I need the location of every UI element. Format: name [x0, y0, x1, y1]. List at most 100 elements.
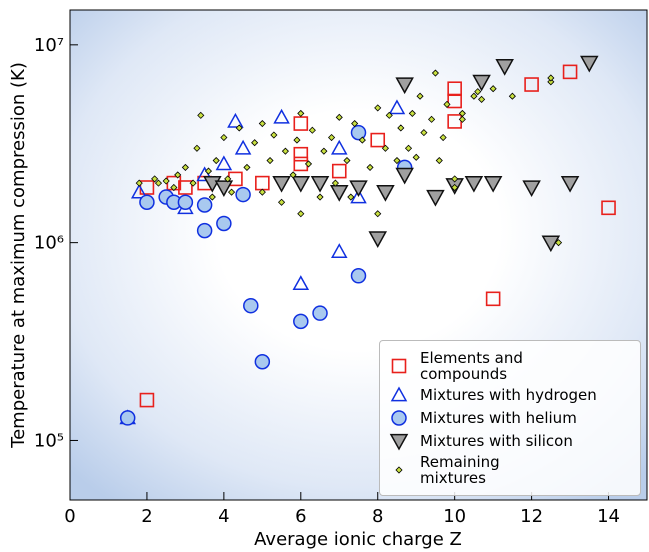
marker-circle — [293, 313, 309, 330]
marker-triangle-down — [368, 231, 388, 248]
marker-square — [293, 116, 309, 131]
y-tick-label: 10⁷ — [34, 35, 64, 56]
marker-triangle — [130, 183, 148, 199]
marker-diamond — [316, 193, 324, 201]
marker-triangle-down — [329, 184, 349, 202]
marker-diamond — [154, 179, 163, 187]
legend-entry: Elements and compounds — [388, 350, 632, 382]
marker-diamond — [374, 104, 382, 112]
legend: Elements and compounds Mixtures with hydr… — [379, 340, 641, 496]
marker-diamond — [289, 171, 297, 179]
marker-diamond — [243, 163, 251, 171]
legend-swatch — [391, 358, 407, 374]
marker-diamond — [451, 175, 459, 183]
marker-triangle — [227, 112, 244, 128]
marker-diamond — [331, 179, 339, 187]
y-tick-label: 10⁵ — [34, 430, 64, 451]
x-axis-label: Average ionic charge Z — [254, 529, 462, 550]
marker-triangle — [215, 155, 233, 171]
marker-circle — [139, 194, 155, 211]
marker-triangle-down — [389, 433, 409, 451]
marker-triangle — [388, 99, 406, 115]
marker-diamond — [174, 171, 182, 179]
marker-diamond — [320, 147, 328, 155]
marker-diamond — [428, 115, 436, 123]
marker-triangle — [234, 139, 252, 155]
marker-triangle-down — [464, 175, 484, 193]
marker-diamond — [258, 188, 266, 196]
marker-triangle-down — [272, 175, 291, 193]
marker-diamond — [135, 179, 143, 187]
marker-diamond — [435, 156, 443, 165]
marker-circle — [254, 353, 271, 370]
marker-diamond — [227, 188, 236, 196]
marker-diamond — [151, 175, 159, 183]
x-tick-label: 14 — [597, 506, 620, 527]
x-tick-label: 4 — [218, 506, 229, 527]
marker-diamond — [404, 144, 413, 152]
marker-triangle-down — [395, 77, 414, 95]
legend-label: Mixtures with helium — [420, 409, 577, 427]
x-tick-label: 0 — [64, 506, 75, 527]
marker-diamond — [439, 133, 447, 142]
marker-diamond — [335, 113, 343, 121]
marker-triangle-down — [472, 74, 491, 92]
marker-diamond — [420, 129, 428, 137]
marker-diamond — [395, 466, 403, 474]
marker-triangle — [292, 275, 310, 291]
marker-diamond — [189, 179, 197, 187]
marker-triangle-down — [214, 180, 234, 198]
legend-swatch — [389, 433, 409, 451]
marker-diamond — [443, 100, 451, 108]
legend-label: Mixtures with silicon — [420, 432, 573, 450]
marker-triangle — [273, 108, 290, 124]
marker-diamond — [266, 156, 274, 165]
marker-square — [524, 77, 539, 92]
marker-triangle-down — [560, 175, 580, 193]
marker-diamond — [547, 78, 555, 86]
marker-diamond — [412, 153, 420, 161]
marker-diamond — [278, 198, 286, 206]
marker-diamond — [351, 119, 359, 128]
y-axis-label: Temperature at maximum compression (K) — [8, 62, 29, 449]
marker-diamond — [416, 92, 424, 100]
marker-square — [562, 64, 578, 80]
marker-diamond — [508, 92, 516, 100]
marker-diamond — [204, 167, 213, 175]
marker-diamond — [181, 163, 189, 171]
marker-triangle-down — [580, 55, 599, 73]
legend-entry: Mixtures with silicon — [388, 431, 632, 451]
plot-frame — [69, 9, 648, 501]
marker-diamond — [343, 156, 351, 165]
marker-diamond — [547, 74, 555, 82]
marker-circle — [196, 197, 213, 213]
marker-diamond — [347, 193, 355, 201]
marker-triangle — [390, 386, 408, 402]
marker-diamond — [208, 193, 216, 201]
marker-triangle — [330, 243, 348, 259]
marker-triangle-down — [395, 167, 414, 185]
marker-diamond — [197, 111, 205, 119]
marker-square — [485, 291, 501, 307]
marker-circle — [216, 215, 232, 232]
marker-triangle-down — [426, 189, 445, 207]
marker-circle — [243, 297, 259, 314]
marker-diamond — [474, 88, 482, 96]
marker-diamond — [281, 147, 289, 155]
legend-entry: Remaining mixtures — [388, 454, 632, 486]
legend-entry: Mixtures with helium — [388, 408, 632, 428]
marker-diamond — [385, 111, 393, 119]
marker-diamond — [374, 210, 382, 218]
marker-square — [139, 392, 155, 408]
x-tick-label: 6 — [295, 506, 306, 527]
legend-label: Elements and compounds — [420, 349, 523, 383]
marker-diamond — [293, 136, 301, 144]
legend-swatch — [391, 410, 407, 426]
marker-square — [370, 132, 386, 148]
marker-circle — [312, 305, 328, 321]
marker-triangle — [350, 188, 367, 204]
marker-triangle-down — [483, 175, 503, 193]
marker-diamond — [489, 85, 497, 93]
marker-diamond — [408, 109, 416, 117]
